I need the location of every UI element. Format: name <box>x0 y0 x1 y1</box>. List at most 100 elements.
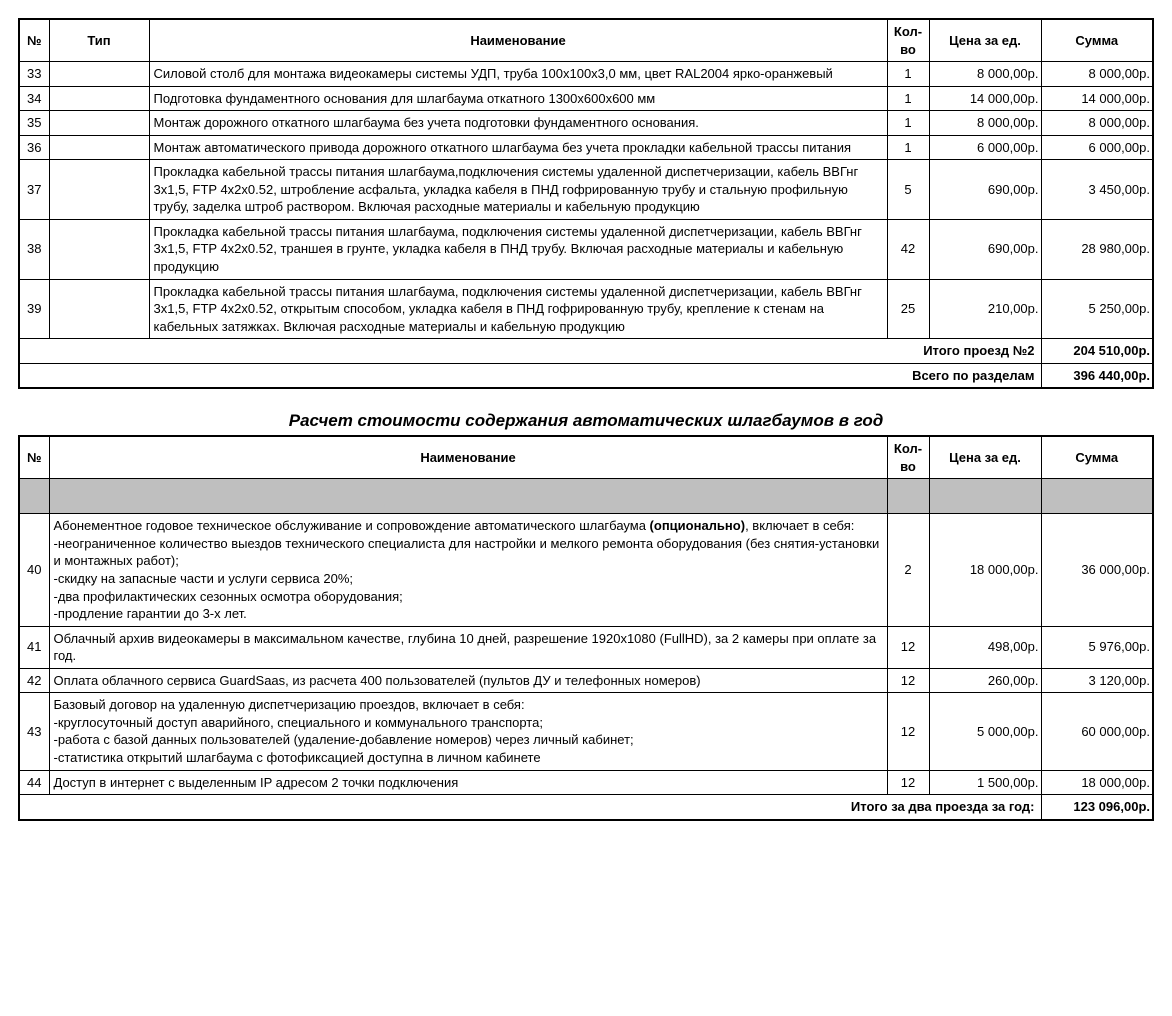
table-row: 35 Монтаж дорожного откатного шлагбаума б… <box>19 111 1153 136</box>
th2-price: Цена за ед. <box>929 436 1041 479</box>
cell-price: 260,00р. <box>929 668 1041 693</box>
cell-num: 39 <box>19 279 49 339</box>
cell-price: 1 500,00р. <box>929 770 1041 795</box>
cell-sum: 60 000,00р. <box>1041 693 1153 770</box>
table-row: 34 Подготовка фундаментного основания для… <box>19 86 1153 111</box>
spacer-cell <box>887 479 929 514</box>
table2-total-label: Итого за два проезда за год: <box>19 795 1041 820</box>
spacer-cell <box>929 479 1041 514</box>
cell-num: 36 <box>19 135 49 160</box>
cell-price: 6 000,00р. <box>929 135 1041 160</box>
cell-name: Прокладка кабельной трассы питания шлагб… <box>149 160 887 220</box>
table-row: 41Облачный архив видеокамеры в максималь… <box>19 626 1153 668</box>
th2-qty: Кол-во <box>887 436 929 479</box>
cell-name: Оплата облачного сервиса GuardSaas, из р… <box>49 668 887 693</box>
cell-price: 14 000,00р. <box>929 86 1041 111</box>
cell-qty: 12 <box>887 668 929 693</box>
cell-qty: 12 <box>887 693 929 770</box>
cell-num: 42 <box>19 668 49 693</box>
cell-qty: 12 <box>887 770 929 795</box>
cell-sum: 36 000,00р. <box>1041 514 1153 626</box>
cell-type <box>49 86 149 111</box>
th-price: Цена за ед. <box>929 19 1041 62</box>
cell-price: 690,00р. <box>929 219 1041 279</box>
cell-sum: 6 000,00р. <box>1041 135 1153 160</box>
cell-name: Доступ в интернет с выделенным IP адресо… <box>49 770 887 795</box>
cell-type <box>49 160 149 220</box>
table1-subtotal-row: Итого проезд №2 204 510,00р. <box>19 339 1153 364</box>
subtotal-label: Итого проезд №2 <box>19 339 1041 364</box>
cell-name: Абонементное годовое техническое обслужи… <box>49 514 887 626</box>
table-row: 40Абонементное годовое техническое обслу… <box>19 514 1153 626</box>
table-row: 42Оплата облачного сервиса GuardSaas, из… <box>19 668 1153 693</box>
cell-qty: 42 <box>887 219 929 279</box>
cell-name: Подготовка фундаментного основания для ш… <box>149 86 887 111</box>
table2-total-value: 123 096,00р. <box>1041 795 1153 820</box>
cell-num: 43 <box>19 693 49 770</box>
cell-num: 35 <box>19 111 49 136</box>
table-row: 38 Прокладка кабельной трассы питания шла… <box>19 219 1153 279</box>
cell-price: 8 000,00р. <box>929 111 1041 136</box>
cell-qty: 1 <box>887 86 929 111</box>
cell-type <box>49 111 149 136</box>
table-row: 36 Монтаж автоматического привода дорожно… <box>19 135 1153 160</box>
cell-price: 8 000,00р. <box>929 62 1041 87</box>
cell-sum: 28 980,00р. <box>1041 219 1153 279</box>
th2-sum: Сумма <box>1041 436 1153 479</box>
table1-header-row: № Тип Наименование Кол-во Цена за ед. Су… <box>19 19 1153 62</box>
table-row: 37 Прокладка кабельной трассы питания шла… <box>19 160 1153 220</box>
cell-type <box>49 219 149 279</box>
cell-price: 498,00р. <box>929 626 1041 668</box>
th-qty: Кол-во <box>887 19 929 62</box>
cell-qty: 12 <box>887 626 929 668</box>
th2-name: Наименование <box>49 436 887 479</box>
spacer-cell <box>1041 479 1153 514</box>
table-row: 44Доступ в интернет с выделенным IP адре… <box>19 770 1153 795</box>
table-row: 33 Силовой столб для монтажа видеокамеры … <box>19 62 1153 87</box>
cell-price: 690,00р. <box>929 160 1041 220</box>
cell-type <box>49 135 149 160</box>
th-name: Наименование <box>149 19 887 62</box>
cell-price: 210,00р. <box>929 279 1041 339</box>
grand-label: Всего по разделам <box>19 363 1041 388</box>
table1-grand-row: Всего по разделам 396 440,00р. <box>19 363 1153 388</box>
cell-num: 40 <box>19 514 49 626</box>
cell-sum: 3 450,00р. <box>1041 160 1153 220</box>
cell-num: 34 <box>19 86 49 111</box>
cell-name: Монтаж автоматического привода дорожного… <box>149 135 887 160</box>
cell-name: Силовой столб для монтажа видеокамеры си… <box>149 62 887 87</box>
cell-name: Монтаж дорожного откатного шлагбаума без… <box>149 111 887 136</box>
cell-sum: 3 120,00р. <box>1041 668 1153 693</box>
cell-sum: 5 250,00р. <box>1041 279 1153 339</box>
cell-num: 41 <box>19 626 49 668</box>
cell-qty: 25 <box>887 279 929 339</box>
cell-qty: 5 <box>887 160 929 220</box>
cell-price: 18 000,00р. <box>929 514 1041 626</box>
cell-qty: 1 <box>887 111 929 136</box>
table2-total-row: Итого за два проезда за год: 123 096,00р… <box>19 795 1153 820</box>
cell-sum: 8 000,00р. <box>1041 62 1153 87</box>
cell-type <box>49 279 149 339</box>
cell-num: 44 <box>19 770 49 795</box>
section2-title: Расчет стоимости содержания автоматическ… <box>18 411 1154 431</box>
cell-sum: 8 000,00р. <box>1041 111 1153 136</box>
th-num: № <box>19 19 49 62</box>
cell-type <box>49 62 149 87</box>
spacer-cell <box>19 479 49 514</box>
cell-sum: 14 000,00р. <box>1041 86 1153 111</box>
th-sum: Сумма <box>1041 19 1153 62</box>
cell-num: 38 <box>19 219 49 279</box>
cell-name: Облачный архив видеокамеры в максимально… <box>49 626 887 668</box>
cell-name: Прокладка кабельной трассы питания шлагб… <box>149 219 887 279</box>
cell-num: 33 <box>19 62 49 87</box>
cell-qty: 1 <box>887 135 929 160</box>
cell-sum: 5 976,00р. <box>1041 626 1153 668</box>
cost-table-2: № Наименование Кол-во Цена за ед. Сумма … <box>18 435 1154 820</box>
cell-qty: 1 <box>887 62 929 87</box>
grand-value: 396 440,00р. <box>1041 363 1153 388</box>
cell-num: 37 <box>19 160 49 220</box>
cost-table-1: № Тип Наименование Кол-во Цена за ед. Су… <box>18 18 1154 389</box>
table-row: 39Прокладка кабельной трассы питания шла… <box>19 279 1153 339</box>
table2-header-row: № Наименование Кол-во Цена за ед. Сумма <box>19 436 1153 479</box>
th2-num: № <box>19 436 49 479</box>
